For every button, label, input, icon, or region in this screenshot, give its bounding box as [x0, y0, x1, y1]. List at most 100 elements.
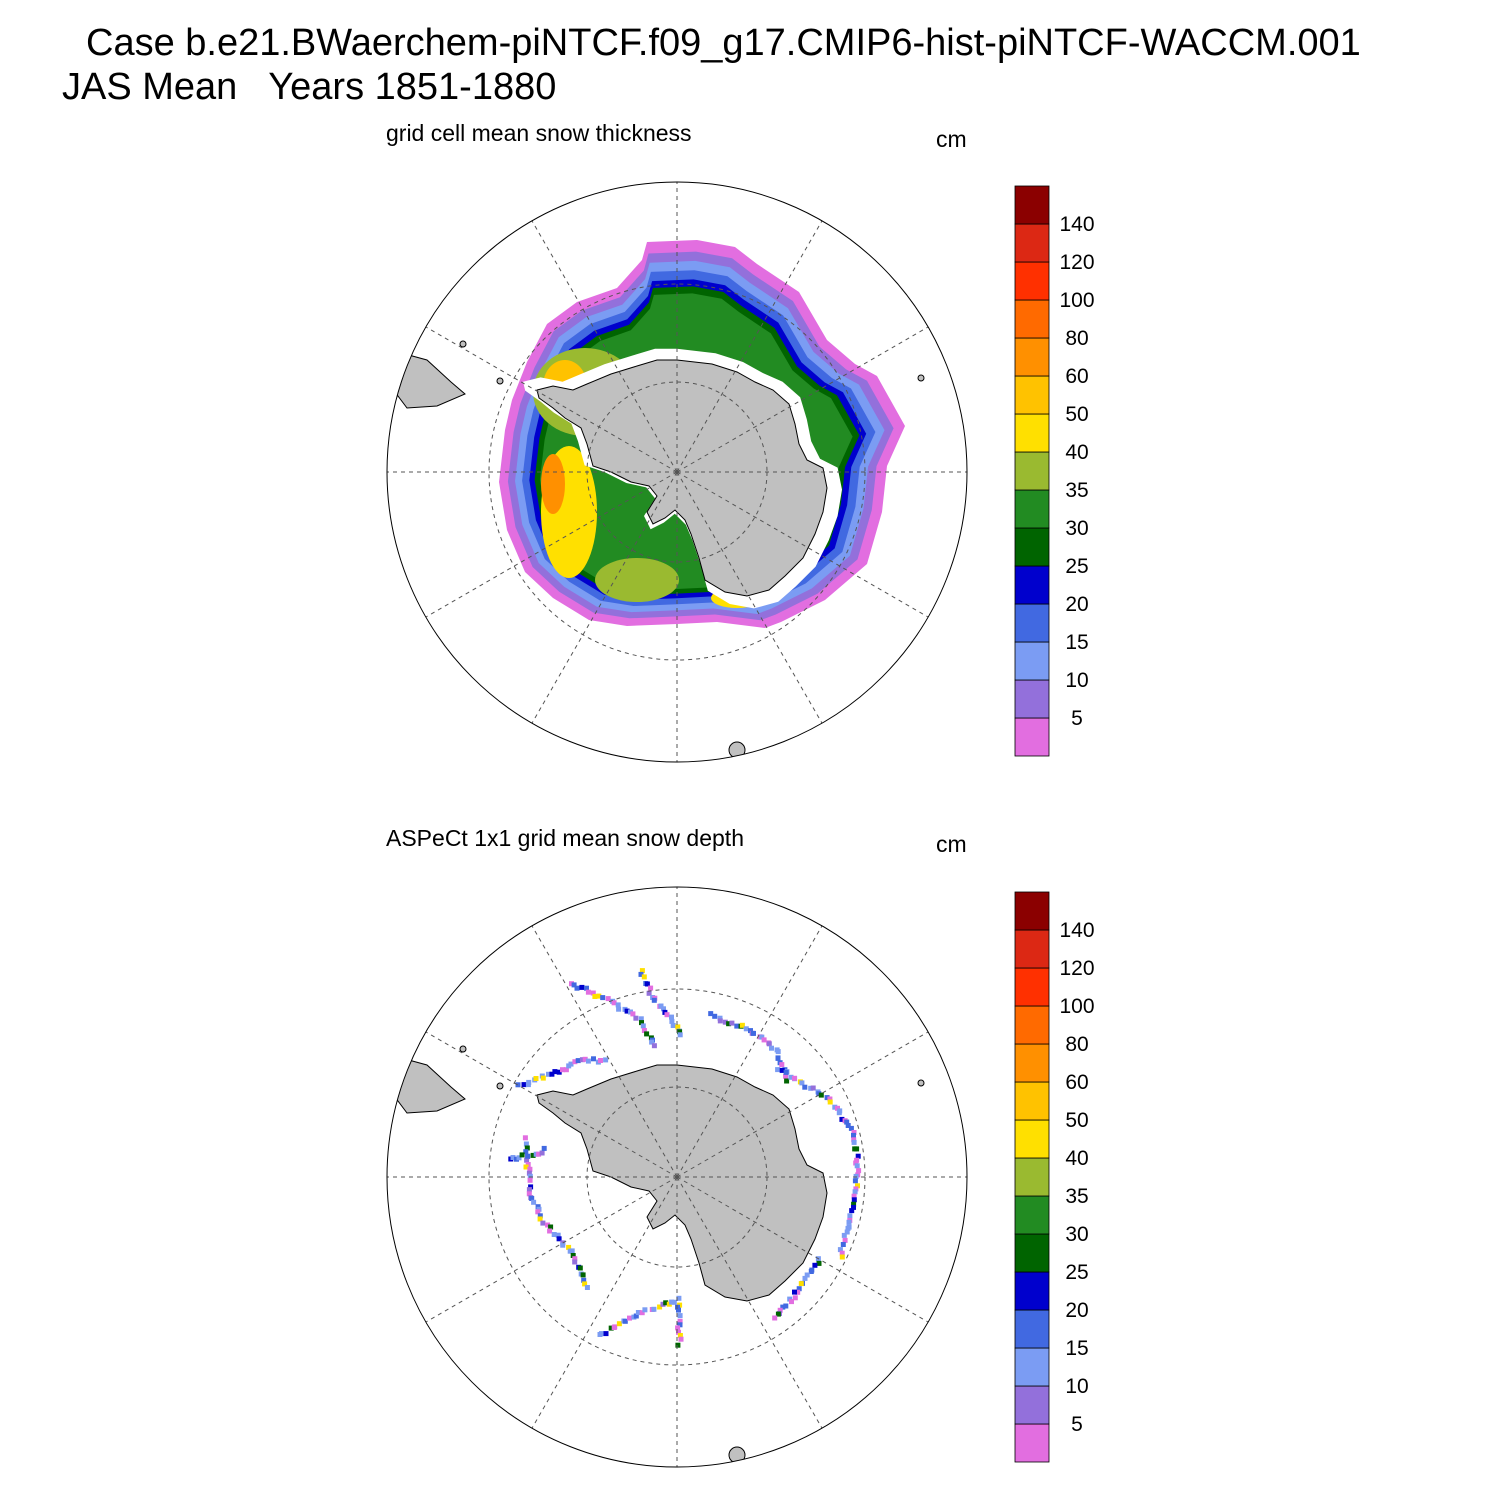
- colorbar-label: 100: [1059, 995, 1094, 1018]
- observation-cell: [525, 1153, 531, 1159]
- observation-cell: [624, 1008, 630, 1014]
- observation-cell: [572, 1256, 578, 1262]
- south-america-tip: [394, 353, 466, 409]
- latitude-circle: [488, 988, 866, 1366]
- observation-cell: [783, 1303, 789, 1309]
- observation-cell: [751, 1030, 756, 1036]
- observation-cell: [664, 1012, 670, 1018]
- colorbar-swatch: [1014, 1005, 1050, 1045]
- observation-cell: [722, 1019, 728, 1025]
- observation-cell: [839, 1250, 845, 1256]
- observation-cell: [739, 1022, 745, 1028]
- meridian-line: [676, 1031, 929, 1178]
- observation-cell: [590, 990, 596, 996]
- observation-cell: [677, 1318, 683, 1324]
- observation-cell: [648, 985, 654, 991]
- observation-cell: [851, 1204, 856, 1210]
- observation-cell: [677, 1029, 683, 1035]
- observation-cell: [792, 1075, 797, 1081]
- observation-cell: [582, 1281, 588, 1287]
- island: [459, 340, 467, 348]
- colorbar-label: 40: [1065, 1147, 1088, 1170]
- observation-cell: [708, 1011, 714, 1017]
- observation-cell: [835, 1105, 840, 1111]
- observation-cell: [579, 984, 585, 990]
- colorbar-label: 80: [1065, 1033, 1088, 1056]
- observation-cell: [658, 1003, 664, 1009]
- observation-cell: [788, 1074, 794, 1080]
- observation-cell: [775, 1067, 781, 1073]
- island: [917, 1079, 925, 1087]
- colorbar-label: 5: [1071, 1413, 1083, 1436]
- observation-cell: [603, 1331, 609, 1337]
- observation-cell: [661, 1006, 666, 1012]
- observation-cell: [563, 1067, 569, 1073]
- observation-cell: [675, 1325, 681, 1331]
- observation-cell: [777, 1307, 783, 1313]
- observation-cell: [839, 1116, 845, 1122]
- colorbar-swatch: [1014, 223, 1050, 263]
- observation-cell: [775, 1055, 781, 1061]
- observation-cell: [851, 1137, 857, 1143]
- observation-cell: [854, 1157, 860, 1163]
- colorbar-label: 20: [1065, 1299, 1088, 1322]
- observation-cell: [569, 981, 574, 987]
- observation-cell: [540, 1075, 546, 1081]
- meridian-line: [531, 220, 678, 473]
- colorbar-swatch: [1014, 1233, 1050, 1273]
- observation-cell: [556, 1069, 562, 1075]
- observation-cell: [812, 1262, 818, 1268]
- observation-cell: [847, 1213, 853, 1219]
- observation-cell: [810, 1085, 816, 1091]
- observation-cell: [779, 1067, 785, 1073]
- observation-cell: [824, 1095, 830, 1101]
- observation-cell: [839, 1254, 845, 1260]
- colorbar-label: 25: [1065, 1261, 1088, 1284]
- observation-cell: [529, 1196, 535, 1201]
- latitude-circle: [488, 283, 866, 661]
- colorbar-label: 80: [1065, 327, 1088, 350]
- observation-cell: [545, 1222, 551, 1228]
- colorbar-swatch: [1014, 679, 1050, 719]
- colorbar-label: 50: [1065, 403, 1088, 426]
- observation-cell: [560, 1067, 565, 1073]
- map-border: [386, 181, 968, 763]
- observation-cell: [726, 1021, 732, 1027]
- observation-cell: [591, 1056, 596, 1062]
- observation-cell: [852, 1189, 858, 1195]
- island: [496, 1082, 504, 1090]
- observation-cell: [748, 1028, 753, 1034]
- panel-2-title: ASPeCt 1x1 grid mean snow depth: [386, 825, 744, 851]
- colorbar-swatch: [1014, 565, 1050, 605]
- observation-cell: [712, 1013, 718, 1019]
- observation-cell: [549, 1071, 555, 1077]
- meridian-line: [425, 1176, 678, 1323]
- colorbar-swatch: [1014, 1309, 1050, 1349]
- map-panel-1: 5 10 15 20 25 30 35 40 50 60 80 100 120 140: [386, 181, 1095, 763]
- observation-cell: [579, 1057, 585, 1063]
- observation-cell: [582, 1056, 588, 1062]
- observation-cell: [717, 1018, 723, 1024]
- meridian-line: [425, 326, 678, 473]
- observation-cell: [572, 1259, 578, 1265]
- observation-cell: [677, 1032, 683, 1038]
- colorbar-label: 60: [1065, 365, 1088, 388]
- observation-cell: [556, 1236, 562, 1242]
- observation-cell: [677, 1313, 683, 1319]
- observation-cell: [669, 1018, 675, 1024]
- observation-cell: [852, 1178, 858, 1184]
- observation-cell: [796, 1286, 802, 1292]
- observation-cell: [639, 1310, 645, 1316]
- observation-cell: [584, 985, 589, 991]
- observation-cell: [548, 1224, 554, 1230]
- panel-1-units: cm: [936, 126, 967, 152]
- meridian-line: [676, 471, 929, 618]
- observation-cell: [675, 1342, 681, 1348]
- observation-cell: [649, 1039, 655, 1045]
- colorbar-label: 35: [1065, 479, 1088, 502]
- observation-cell: [851, 1197, 857, 1203]
- observation-cell: [635, 1310, 641, 1315]
- observation-cell: [799, 1080, 805, 1086]
- observation-cell: [669, 1014, 674, 1020]
- observation-cell: [676, 1295, 682, 1301]
